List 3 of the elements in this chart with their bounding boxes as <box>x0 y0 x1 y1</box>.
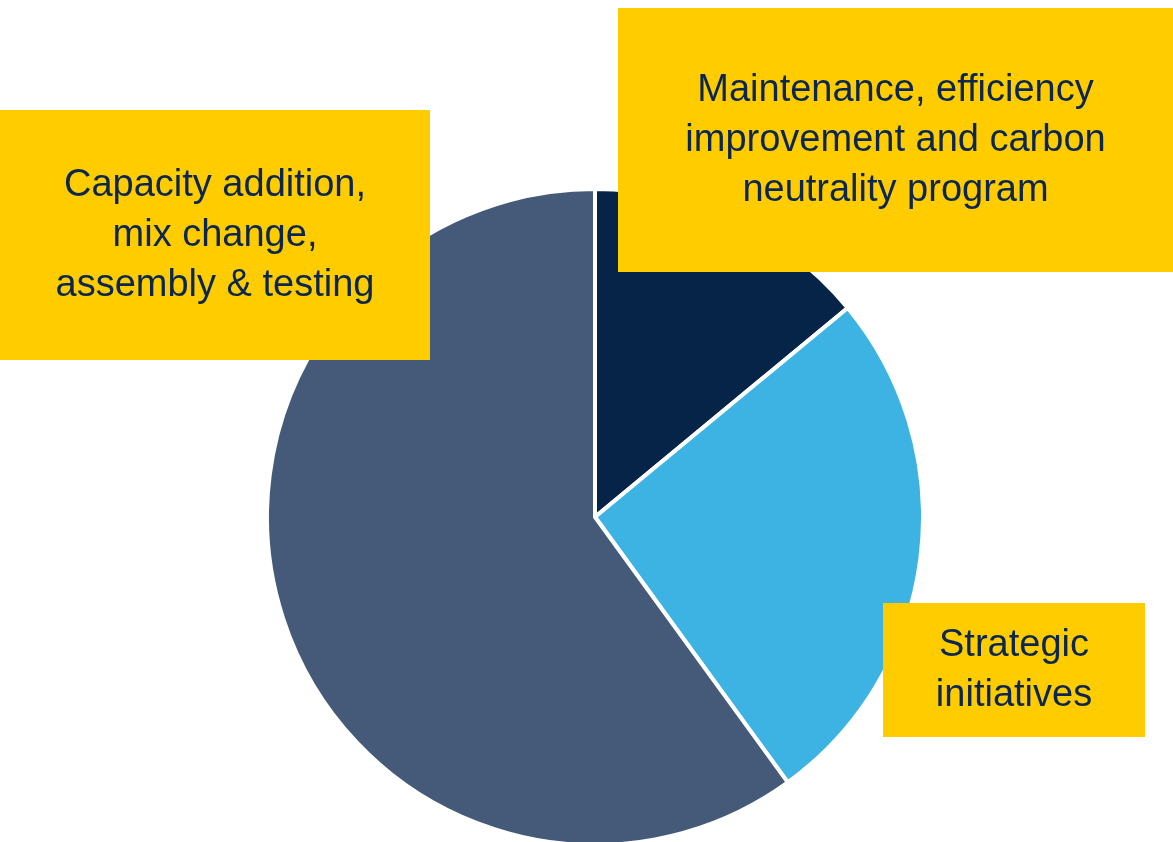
slice-label: Maintenance, efficiency improvement and carbon neutrality program <box>685 67 1106 209</box>
slice-label: Strategic initiatives <box>935 622 1093 714</box>
slice-label: Capacity addition, mix change, assembly & testing <box>55 162 375 304</box>
